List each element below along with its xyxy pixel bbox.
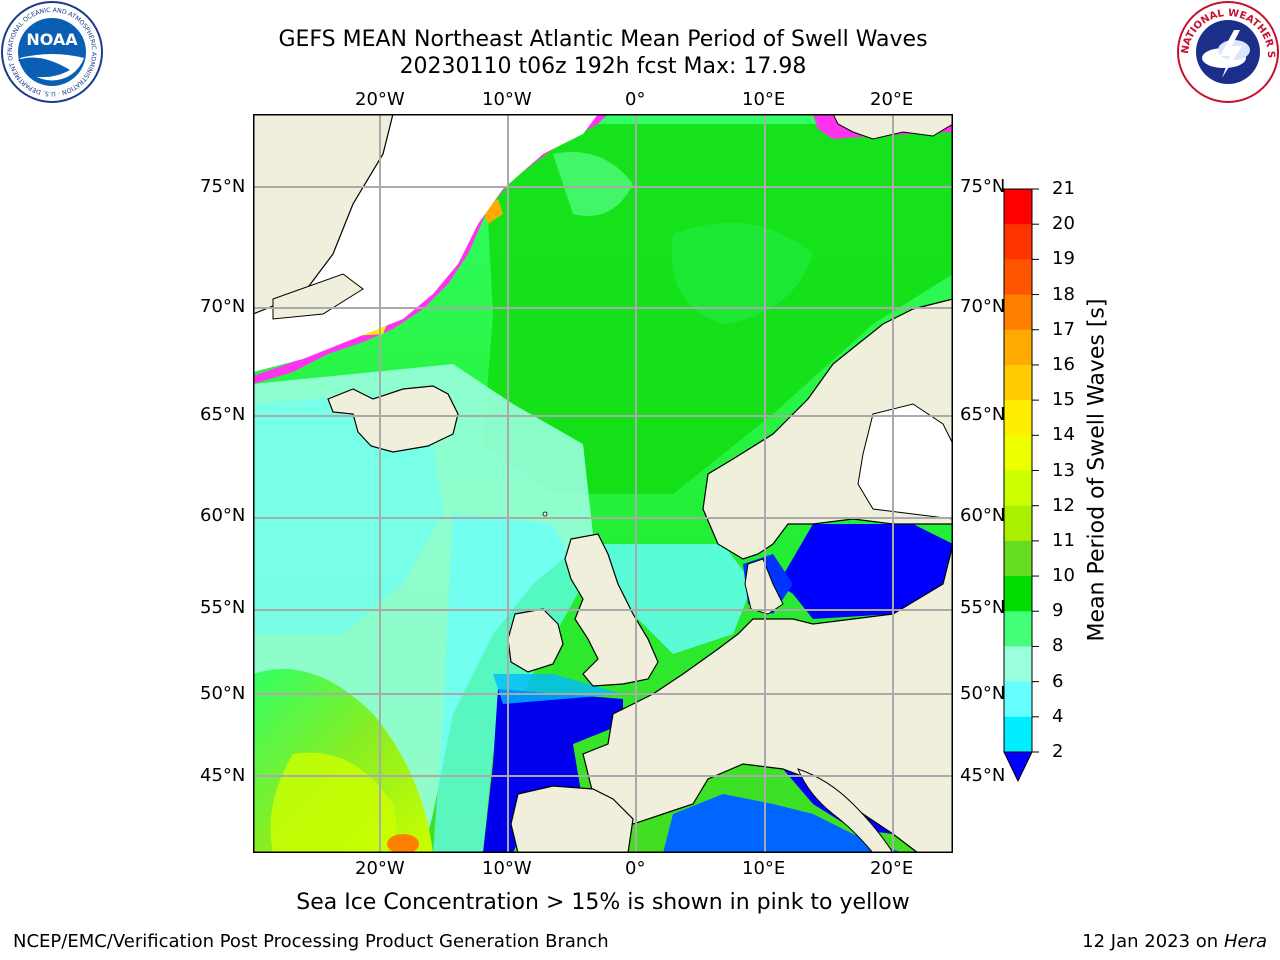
colorbar-label: Mean Period of Swell Waves [s]	[1084, 298, 1110, 642]
lon-label-top-10w: 10°W	[482, 89, 532, 110]
colorbar-tick-label: 16	[1052, 353, 1075, 375]
lat-label-right-75n: 75°N	[960, 176, 1006, 197]
colorbar-tick-label: 2	[1052, 741, 1064, 762]
colorbar-tick-label: 20	[1052, 213, 1075, 235]
colorbar-segment	[1004, 470, 1032, 507]
lon-label-bottom-10w: 10°W	[482, 858, 532, 879]
lat-label-right-55n: 55°N	[960, 597, 1006, 618]
colorbar-tick-label: 19	[1052, 248, 1075, 270]
baltic-sea	[778, 524, 953, 619]
colorbar-segment	[1004, 259, 1032, 296]
footer-credit: NCEP/EMC/Verification Post Processing Pr…	[13, 931, 609, 952]
colorbar-segment	[1004, 400, 1032, 436]
footer-date-text: 12 Jan 2023 on	[1082, 931, 1224, 952]
lon-label-bottom-20w: 20°W	[355, 858, 405, 879]
lon-label-top-10e: 10°E	[742, 89, 786, 110]
colorbar-tick-label: 8	[1052, 635, 1064, 657]
colorbar-segment	[1004, 540, 1032, 577]
colorbar-segment	[1004, 716, 1032, 753]
colorbar-tick-label: 9	[1052, 600, 1064, 622]
lat-label-left-45n: 45°N	[200, 765, 246, 786]
colorbar-segment	[1004, 224, 1032, 260]
lat-label-left-60n: 60°N	[200, 505, 246, 526]
lat-label-right-45n: 45°N	[960, 765, 1006, 786]
map-title: GEFS MEAN Northeast Atlantic Mean Period…	[278, 27, 928, 52]
national-weather-service-logo: NATIONAL WEATHER SERVICE	[1176, 0, 1279, 103]
colorbar-segment	[1004, 576, 1032, 612]
colorbar-segment	[1004, 681, 1032, 718]
lat-label-right-70n: 70°N	[960, 296, 1006, 317]
lat-label-left-55n: 55°N	[200, 597, 246, 618]
colorbar-tick-label: 21	[1052, 178, 1075, 199]
lon-label-bottom-20e: 20°E	[870, 858, 914, 879]
lat-label-right-60n: 60°N	[960, 505, 1006, 526]
colorbar-tick-label: 6	[1052, 670, 1064, 692]
noaa-logo: NOAA NATIONAL OCEANIC AND ATMOSPHERIC AD…	[0, 0, 103, 103]
colorbar-tick-label: 17	[1052, 318, 1075, 340]
colorbar-segment	[1004, 189, 1032, 225]
colorbar-tick-label: 10	[1052, 565, 1075, 587]
map-subtitle: 20230110 t06z 192h fcst Max: 17.98	[399, 54, 807, 79]
colorbar-tick-label: 15	[1052, 389, 1075, 411]
iceland	[327, 385, 459, 453]
colorbar-under-triangle	[1003, 751, 1033, 783]
colorbar-segment	[1004, 505, 1032, 542]
footer-host: Hera	[1223, 931, 1267, 952]
colorbar	[1003, 188, 1039, 783]
colorbar-tick-label: 11	[1052, 529, 1075, 551]
iberia	[510, 785, 634, 853]
colorbar-segment	[1004, 435, 1032, 471]
lon-label-top-20w: 20°W	[355, 89, 405, 110]
lon-label-top-20e: 20°E	[870, 89, 914, 110]
colorbar-segment	[1004, 646, 1032, 683]
footer-date: 12 Jan 2023 on Hera	[1082, 931, 1267, 952]
svg-text:NOAA: NOAA	[26, 30, 78, 49]
lon-label-top-0: 0°	[625, 89, 646, 110]
lat-label-left-50n: 50°N	[200, 683, 246, 704]
colorbar-segment	[1004, 294, 1032, 331]
lat-label-right-65n: 65°N	[960, 404, 1006, 425]
colorbar-segment	[1004, 611, 1032, 647]
colorbar-tick-label: 18	[1052, 283, 1075, 305]
lat-label-left-75n: 75°N	[200, 176, 246, 197]
swell-period-map	[253, 114, 953, 853]
colorbar-tick-label: 13	[1052, 459, 1075, 481]
colorbar-segment	[1004, 329, 1032, 366]
colorbar-tick-label: 12	[1052, 494, 1075, 516]
lat-label-right-50n: 50°N	[960, 683, 1006, 704]
colorbar-segment	[1004, 364, 1032, 401]
colorbar-tick-label: 4	[1052, 705, 1064, 727]
graticule	[253, 114, 953, 853]
lon-label-bottom-10e: 10°E	[742, 858, 786, 879]
colorbar-tick-label: 14	[1052, 424, 1075, 446]
mediterranean-sea	[663, 794, 903, 853]
lon-label-bottom-0: 0°	[625, 858, 646, 879]
italy	[797, 768, 894, 853]
lat-label-left-70n: 70°N	[200, 296, 246, 317]
lat-label-left-65n: 65°N	[200, 404, 246, 425]
sea-ice-caption: Sea Ice Concentration > 15% is shown in …	[296, 890, 910, 915]
